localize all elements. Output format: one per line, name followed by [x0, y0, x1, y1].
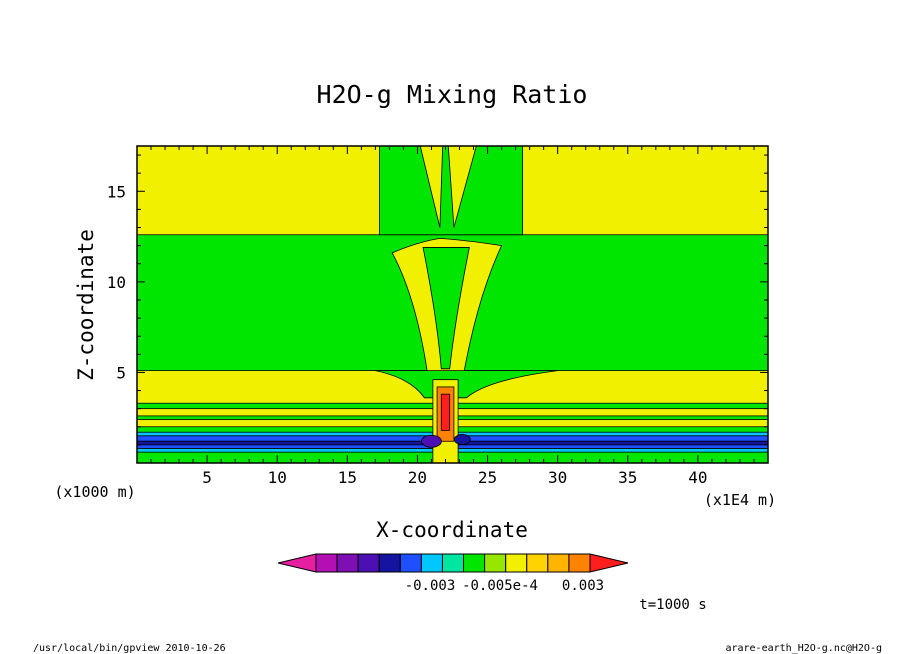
- colorbar-label: -0.003: [405, 578, 456, 594]
- plume-base: [375, 370, 558, 399]
- colorbar-swatch: [336, 553, 359, 573]
- x-tick-label: 30: [548, 468, 567, 487]
- dry-anomaly: [453, 434, 471, 445]
- axis-ticks: 5 10 15 20 25 30 35 40 5 10 15: [107, 146, 768, 487]
- colorbar-swatch: [378, 553, 401, 573]
- y-tick-label: 10: [107, 273, 126, 292]
- colorbar-label: -0.005e-4: [462, 578, 538, 594]
- plot-area: [137, 146, 768, 463]
- plume-tongue: [447, 146, 477, 228]
- colorbar-swatch: [547, 553, 570, 573]
- x-tick-label: 20: [408, 468, 427, 487]
- colorbar-label: 0.003: [562, 578, 604, 594]
- colorbar-swatch: [441, 553, 465, 573]
- x-tick-label: 10: [268, 468, 287, 487]
- colorbar-low-arrow: [277, 553, 317, 573]
- dry-anomaly: [421, 434, 442, 448]
- colorbar-swatch: [526, 553, 549, 573]
- x-tick-label: 5: [202, 468, 212, 487]
- plot-frame: [136, 145, 769, 464]
- x-axis-label: X-coordinate: [376, 518, 528, 542]
- updraft-peak: [440, 393, 451, 431]
- x-tick-label: 15: [338, 468, 357, 487]
- colorbar-high-arrow: [589, 553, 629, 573]
- y-tick-label: 15: [107, 182, 126, 201]
- colorbar-swatch: [568, 553, 591, 573]
- y-tick-label: 5: [116, 363, 126, 382]
- x-tick-label: 25: [478, 468, 497, 487]
- colorbar-swatch: [399, 553, 422, 573]
- colorbar-swatch: [357, 553, 380, 573]
- colorbar-swatch: [315, 553, 338, 573]
- colorbar-swatch: [484, 553, 507, 573]
- y-axis-label: Z-coordinate: [74, 229, 98, 381]
- plume-core: [422, 247, 470, 370]
- plume-tongue: [419, 146, 444, 228]
- x-tick-label: 35: [618, 468, 637, 487]
- footer-right: arare-earth_H2O-g.nc@H2O-g: [725, 643, 882, 654]
- colorbar-swatch: [420, 553, 443, 573]
- x-unit-right: (x1E4 m): [704, 491, 776, 509]
- colorbar-swatch: [463, 553, 486, 573]
- chart-title: H2O-g Mixing Ratio: [317, 80, 588, 109]
- x-unit-left: (x1000 m): [54, 483, 135, 501]
- colorbar-swatch: [505, 553, 528, 573]
- time-annotation: t=1000 s: [639, 597, 706, 613]
- colorbar: -0.003 -0.005e-4 0.003: [277, 553, 629, 594]
- x-tick-label: 40: [688, 468, 707, 487]
- footer-left: /usr/local/bin/gpview 2010-10-26: [33, 643, 226, 654]
